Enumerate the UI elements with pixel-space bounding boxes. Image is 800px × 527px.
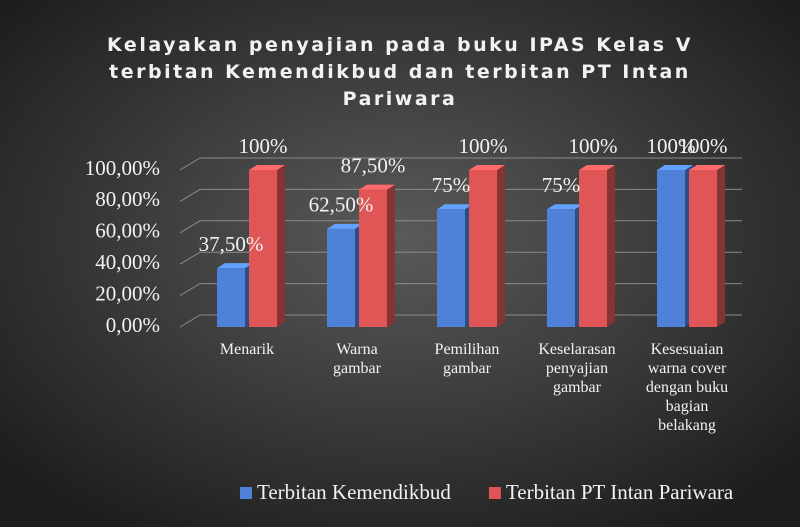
- bar-front: [359, 189, 387, 327]
- bar: [327, 223, 363, 327]
- data-label: 100%: [459, 134, 508, 158]
- data-label: 75%: [432, 173, 471, 197]
- bar-front: [217, 268, 245, 327]
- bar-side: [607, 165, 615, 327]
- grid-line: [179, 188, 742, 202]
- bar: [469, 165, 505, 327]
- bar-front: [327, 228, 355, 327]
- bar: [657, 165, 693, 327]
- bar-front: [249, 170, 277, 327]
- bar-front: [689, 170, 717, 327]
- bar-front: [469, 170, 497, 327]
- bar-top: [249, 165, 285, 170]
- bar-top: [437, 204, 473, 210]
- data-label: 100%: [239, 134, 288, 158]
- bar: [689, 165, 725, 327]
- y-tick-label: 20,00%: [95, 281, 160, 305]
- x-tick-label: Keselarasan penyajian gambar: [538, 341, 615, 396]
- bar: [359, 184, 395, 327]
- y-tick-label: 80,00%: [95, 187, 160, 211]
- bar-top: [547, 204, 583, 210]
- data-label: 100%: [569, 134, 618, 158]
- y-tick-label: 40,00%: [95, 250, 160, 274]
- legend-label: Terbitan Kemendikbud: [257, 480, 451, 504]
- data-label: 62,50%: [309, 193, 374, 217]
- bar-front: [579, 170, 607, 327]
- x-tick-label: Pemilihan gambar: [435, 341, 500, 377]
- data-label: 37,50%: [199, 232, 264, 256]
- grid-line: [179, 157, 742, 171]
- bar: [547, 204, 583, 327]
- bar-front: [547, 209, 575, 327]
- data-label: 100%: [679, 134, 728, 158]
- bar-top: [327, 223, 363, 229]
- x-tick-label: Kesesuaian warna cover dengan buku bagian be…: [646, 341, 728, 434]
- data-label: 75%: [542, 173, 581, 197]
- bar: [437, 204, 473, 327]
- bar-side: [277, 165, 285, 327]
- bar-top: [657, 165, 693, 170]
- bar-front: [657, 170, 685, 327]
- bar-top: [469, 165, 505, 170]
- chart-title: Kelayakan penyajian pada buku IPAS Kelas…: [107, 34, 693, 110]
- bar: [217, 263, 253, 327]
- bar-side: [497, 165, 505, 327]
- x-tick-label: Menarik: [220, 341, 274, 358]
- y-tick-label: 100,00%: [85, 156, 160, 180]
- bar-top: [359, 184, 395, 190]
- legend-swatch: [488, 487, 501, 499]
- y-tick-label: 60,00%: [95, 219, 160, 243]
- legend-swatch: [240, 487, 252, 499]
- data-label: 87,50%: [341, 153, 406, 177]
- y-tick-label: 0,00%: [106, 313, 160, 337]
- bar: [249, 165, 285, 327]
- bar-side: [717, 165, 725, 327]
- data-label: 100%: [647, 134, 696, 158]
- legend-label: Terbitan PT Intan Pariwara: [506, 480, 734, 504]
- bar-top: [579, 165, 615, 170]
- bar-front: [437, 209, 465, 327]
- bar-side: [387, 184, 395, 327]
- bar-top: [217, 263, 253, 269]
- bar: [579, 165, 615, 327]
- bar-top: [689, 165, 725, 170]
- x-tick-label: Warna gambar: [333, 341, 382, 377]
